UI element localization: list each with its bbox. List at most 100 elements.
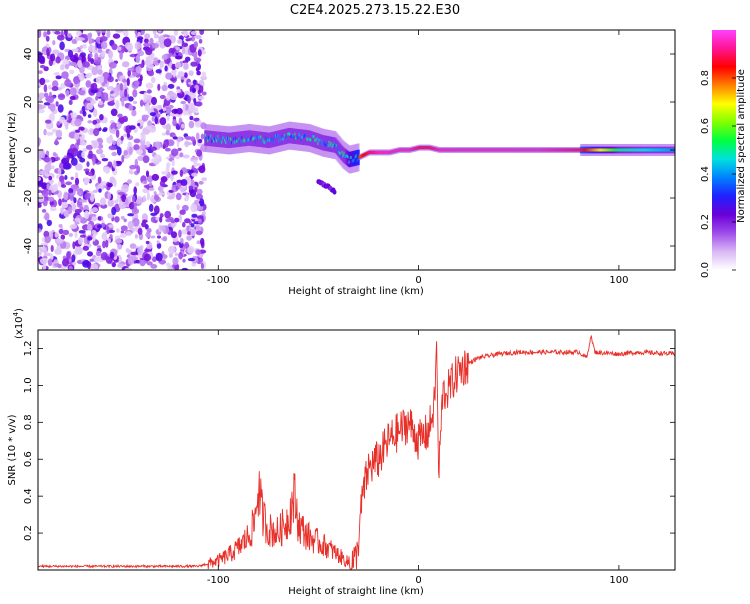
noise-speck: [38, 203, 42, 208]
y-tick-label: 0: [23, 147, 34, 153]
noise-speck: [77, 189, 81, 195]
noise-speck: [130, 256, 139, 261]
colorbar-tick-label: 0.8: [700, 70, 711, 86]
noise-speck: [197, 138, 203, 144]
noise-speck: [127, 96, 134, 102]
noise-speck: [135, 149, 143, 155]
noise-speck: [82, 148, 88, 152]
noise-speck: [38, 92, 46, 99]
noise-speck: [43, 84, 48, 93]
noise-speck: [97, 224, 102, 229]
noise-speck: [47, 84, 52, 90]
noise-speck: [87, 120, 93, 124]
snr-xlabel: Height of straight line (km): [288, 586, 424, 597]
noise-speck: [141, 221, 147, 228]
noise-speck: [55, 156, 61, 161]
noise-speck: [115, 129, 120, 138]
noise-speck: [187, 257, 196, 262]
noise-speck: [189, 189, 197, 198]
noise-speck: [99, 114, 104, 121]
noise-speck: [193, 117, 200, 122]
spectrogram-y-ticks: -40 -20 0 20 40: [23, 48, 675, 254]
noise-speck: [55, 75, 62, 80]
noise-speck: [46, 30, 51, 35]
noise-speck: [90, 263, 98, 270]
noise-speck: [178, 229, 182, 238]
noise-speck: [144, 38, 149, 44]
noise-speck: [184, 90, 190, 95]
noise-speck: [74, 230, 78, 239]
noise-speck: [69, 192, 74, 202]
noise-speck: [179, 169, 184, 177]
noise-speck: [133, 144, 140, 151]
noise-speck: [69, 87, 77, 96]
noise-speck: [59, 41, 65, 51]
y-tick-label: 0.4: [23, 488, 34, 504]
noise-speck: [134, 80, 140, 87]
noise-speck: [107, 213, 114, 219]
noise-speck: [109, 234, 113, 239]
noise-speck: [65, 123, 69, 130]
noise-speck: [63, 210, 69, 217]
noise-speck: [117, 243, 123, 250]
noise-speck: [194, 35, 202, 39]
noise-speck: [194, 107, 199, 114]
noise-speck: [87, 251, 93, 257]
noise-speck: [166, 195, 175, 200]
noise-speck: [38, 177, 42, 181]
noise-speck: [46, 219, 52, 227]
noise-speck: [107, 75, 114, 83]
noise-speck: [135, 182, 140, 187]
noise-speck: [100, 197, 107, 206]
noise-speck: [109, 251, 115, 259]
colorbar-tick-label: 0.2: [700, 214, 711, 230]
noise-speck: [82, 245, 90, 251]
noise-speck: [157, 235, 161, 239]
noise-speck: [119, 82, 124, 91]
noise-speck: [112, 160, 117, 169]
noise-speck: [114, 216, 120, 223]
noise-speck: [123, 149, 128, 156]
noise-speck: [195, 205, 204, 211]
noise-speck: [125, 248, 130, 253]
noise-speck: [99, 75, 105, 84]
noise-speck: [201, 91, 207, 96]
noise-speck: [190, 203, 198, 213]
noise-speck: [137, 227, 143, 235]
noise-speck: [116, 123, 122, 129]
noise-speck: [39, 97, 42, 103]
noise-speck: [121, 61, 130, 68]
noise-speck: [148, 187, 155, 192]
noise-speck: [162, 107, 166, 112]
noise-speck: [108, 50, 113, 59]
colorbar-tick-label: 0.6: [700, 118, 711, 134]
noise-speck: [62, 258, 70, 267]
noise-speck: [159, 216, 163, 223]
noise-speck: [78, 73, 85, 82]
noise-speck: [128, 146, 133, 156]
noise-speck: [173, 30, 179, 36]
noise-speck: [141, 213, 148, 222]
spectrogram-ylabel: Frequency (Hz): [7, 112, 18, 188]
noise-speck: [184, 56, 191, 62]
noise-speck: [143, 180, 148, 184]
noise-speck: [38, 182, 46, 187]
noise-speck: [196, 163, 202, 167]
noise-speck: [124, 88, 128, 98]
noise-speck: [184, 241, 190, 249]
noise-speck: [50, 206, 57, 212]
noise-speck: [68, 99, 73, 105]
noise-speck: [157, 104, 163, 109]
noise-speck: [153, 154, 162, 160]
noise-speck: [98, 188, 102, 193]
snr-x-ticks: -100 0 100: [207, 330, 628, 586]
noise-speck: [70, 176, 74, 180]
noise-speck: [115, 99, 120, 109]
noise-speck: [38, 109, 45, 114]
noise-speck: [176, 192, 182, 201]
noise-speck: [65, 89, 70, 97]
noise-speck: [84, 192, 92, 200]
noise-speck: [78, 89, 86, 96]
noise-speck: [164, 210, 172, 219]
noise-speck: [43, 102, 51, 106]
